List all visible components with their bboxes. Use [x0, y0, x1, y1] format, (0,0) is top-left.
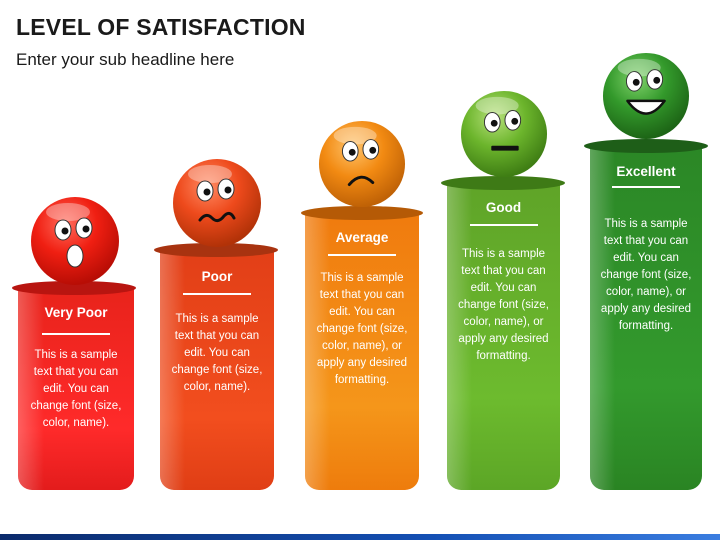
label-underline — [469, 224, 538, 226]
pillar-cap — [301, 206, 423, 220]
label-underline — [612, 186, 680, 188]
level-pillar: Good This is a sample text that you can … — [447, 184, 560, 490]
level-label: Excellent — [616, 164, 676, 179]
footer-accent-bar — [0, 534, 720, 540]
level-description: This is a sample text that you can edit.… — [600, 218, 692, 332]
label-underline — [328, 254, 396, 256]
level-description: This is a sample text that you can edit.… — [30, 349, 122, 429]
level-label: Poor — [201, 269, 233, 284]
page-subtitle: Enter your sub headline here — [16, 50, 235, 69]
level-description: This is a sample text that you can edit.… — [458, 248, 549, 362]
level-pillar: Poor This is a sample text that you can … — [160, 251, 274, 490]
page-title: LEVEL OF SATISFACTION — [16, 14, 306, 40]
level-label: Average — [335, 230, 389, 245]
sad-face-icon — [318, 120, 406, 208]
level-description: This is a sample text that you can edit.… — [171, 313, 263, 393]
label-underline — [42, 333, 110, 335]
pillar-cap — [441, 176, 565, 190]
pillar-cap — [584, 139, 708, 153]
label-underline — [183, 293, 251, 295]
pillar-cap — [154, 243, 278, 257]
level-description: This is a sample text that you can edit.… — [316, 272, 408, 386]
level-pillar: Average This is a sample text that you c… — [305, 214, 419, 490]
neutral-face-icon — [460, 90, 548, 178]
pillar-cap — [12, 281, 136, 295]
level-label: Good — [485, 200, 522, 215]
shocked-face-icon — [31, 197, 119, 285]
level-label: Very Poor — [44, 305, 108, 320]
happy-face-icon — [602, 52, 690, 140]
level-pillar: Very Poor This is a sample text that you… — [18, 287, 134, 490]
level-pillar: Excellent This is a sample text that you… — [590, 146, 702, 490]
worried-face-icon — [173, 159, 261, 247]
